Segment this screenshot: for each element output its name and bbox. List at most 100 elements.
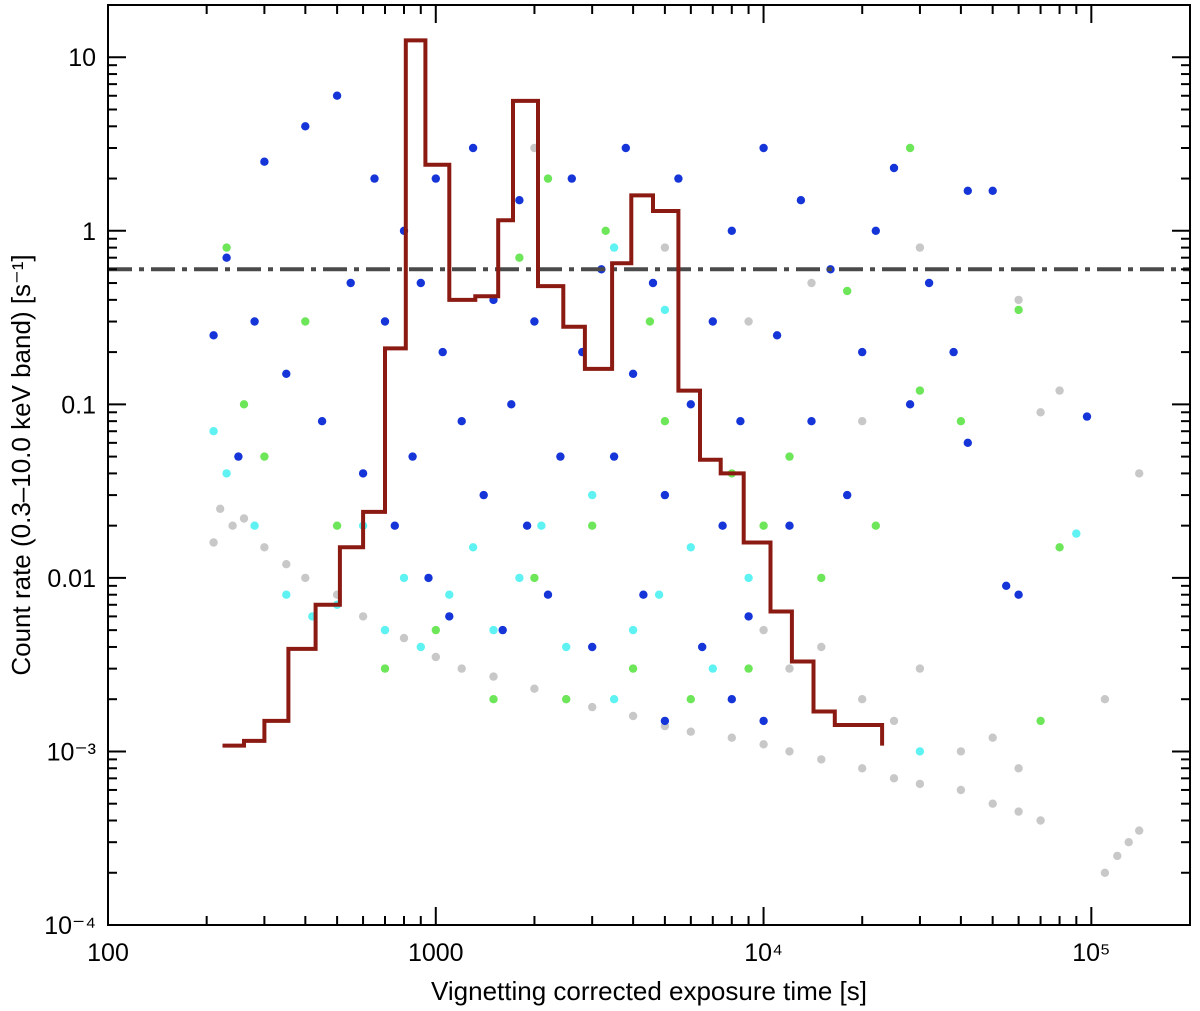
point-grey	[228, 521, 237, 530]
point-grey	[1113, 851, 1122, 861]
point-cyan	[628, 625, 638, 635]
point-blue	[530, 317, 539, 326]
point-green	[222, 243, 231, 252]
y-tick-label: 0.1	[61, 391, 96, 419]
point-green	[1055, 543, 1064, 552]
point-green	[956, 417, 966, 426]
point-green	[744, 664, 753, 673]
point-cyan	[686, 543, 695, 552]
point-green	[871, 521, 880, 530]
point-blue	[759, 716, 768, 726]
series-blue	[209, 91, 1092, 726]
point-cyan	[489, 625, 498, 635]
point-cyan	[399, 573, 409, 583]
point-grey	[889, 774, 899, 783]
point-grey	[686, 727, 695, 736]
point-grey	[785, 664, 794, 673]
point-blue	[543, 590, 553, 599]
point-grey	[1014, 295, 1023, 305]
point-green	[332, 521, 342, 530]
point-blue	[222, 253, 231, 262]
point-grey	[759, 625, 768, 635]
point-blue	[332, 91, 342, 100]
point-cyan	[282, 590, 291, 599]
point-green	[601, 226, 610, 235]
point-blue	[556, 452, 565, 461]
point-grey	[530, 684, 539, 693]
point-cyan	[708, 664, 717, 673]
x-tick-label: 100	[87, 939, 129, 967]
x-axis-label: Vignetting corrected exposure time [s]	[431, 976, 867, 1006]
point-blue	[660, 490, 670, 500]
point-grey	[1100, 695, 1110, 704]
y-axis-label: Count rate (0.3–10.0 keV band) [s⁻¹]	[6, 254, 36, 675]
point-blue	[468, 143, 478, 153]
series-cyan	[209, 243, 1081, 756]
point-blue	[772, 331, 782, 340]
point-grey	[759, 740, 768, 749]
point-blue	[1014, 590, 1023, 599]
point-green	[660, 417, 670, 426]
point-blue	[317, 417, 327, 426]
point-blue	[796, 196, 806, 205]
point-green	[588, 521, 597, 530]
point-blue	[370, 174, 379, 183]
point-blue	[905, 400, 915, 409]
point-green	[260, 452, 269, 461]
point-blue	[479, 490, 488, 500]
point-grey	[1036, 408, 1045, 417]
point-grey	[1014, 807, 1023, 816]
point-grey	[1135, 826, 1144, 835]
point-blue	[698, 642, 707, 652]
point-cyan	[445, 590, 454, 599]
point-blue	[438, 347, 447, 357]
point-blue	[718, 521, 727, 530]
point-grey	[858, 695, 867, 704]
point-grey	[1014, 764, 1023, 773]
point-green	[905, 143, 915, 153]
point-grey	[817, 642, 826, 652]
point-blue	[416, 278, 425, 288]
point-grey	[1124, 838, 1133, 847]
y-tick-label: 10	[68, 44, 96, 72]
point-cyan	[222, 469, 231, 478]
y-tick-label: 10⁻⁴	[44, 912, 96, 940]
point-green	[817, 573, 826, 583]
point-blue	[963, 438, 972, 447]
point-blue	[744, 612, 753, 621]
point-grey	[785, 747, 794, 756]
point-grey	[858, 764, 867, 773]
point-blue	[871, 226, 880, 235]
point-green	[543, 174, 553, 183]
point-blue	[588, 642, 597, 652]
point-blue	[628, 369, 638, 378]
point-blue	[843, 490, 852, 500]
y-tick-label: 1	[82, 218, 96, 246]
point-blue	[498, 625, 507, 635]
point-blue	[445, 612, 454, 621]
point-grey	[489, 672, 498, 681]
point-cyan	[209, 427, 218, 436]
point-blue	[424, 573, 433, 583]
point-cyan	[588, 490, 597, 500]
point-grey	[431, 652, 440, 662]
point-grey	[807, 278, 816, 288]
point-green	[515, 253, 524, 262]
point-grey	[628, 711, 638, 721]
point-grey	[988, 733, 997, 742]
point-blue	[1082, 412, 1092, 421]
point-blue	[708, 317, 717, 326]
point-blue	[380, 317, 390, 326]
point-green	[759, 521, 768, 530]
point-cyan	[380, 625, 390, 635]
point-grey	[744, 317, 753, 326]
point-blue	[609, 452, 619, 461]
point-blue	[522, 521, 532, 530]
point-cyan	[468, 543, 478, 552]
point-blue	[457, 417, 466, 426]
point-blue	[234, 452, 243, 461]
point-blue	[949, 347, 958, 357]
point-grey	[889, 716, 899, 726]
point-blue	[807, 417, 816, 426]
point-blue	[639, 590, 648, 599]
